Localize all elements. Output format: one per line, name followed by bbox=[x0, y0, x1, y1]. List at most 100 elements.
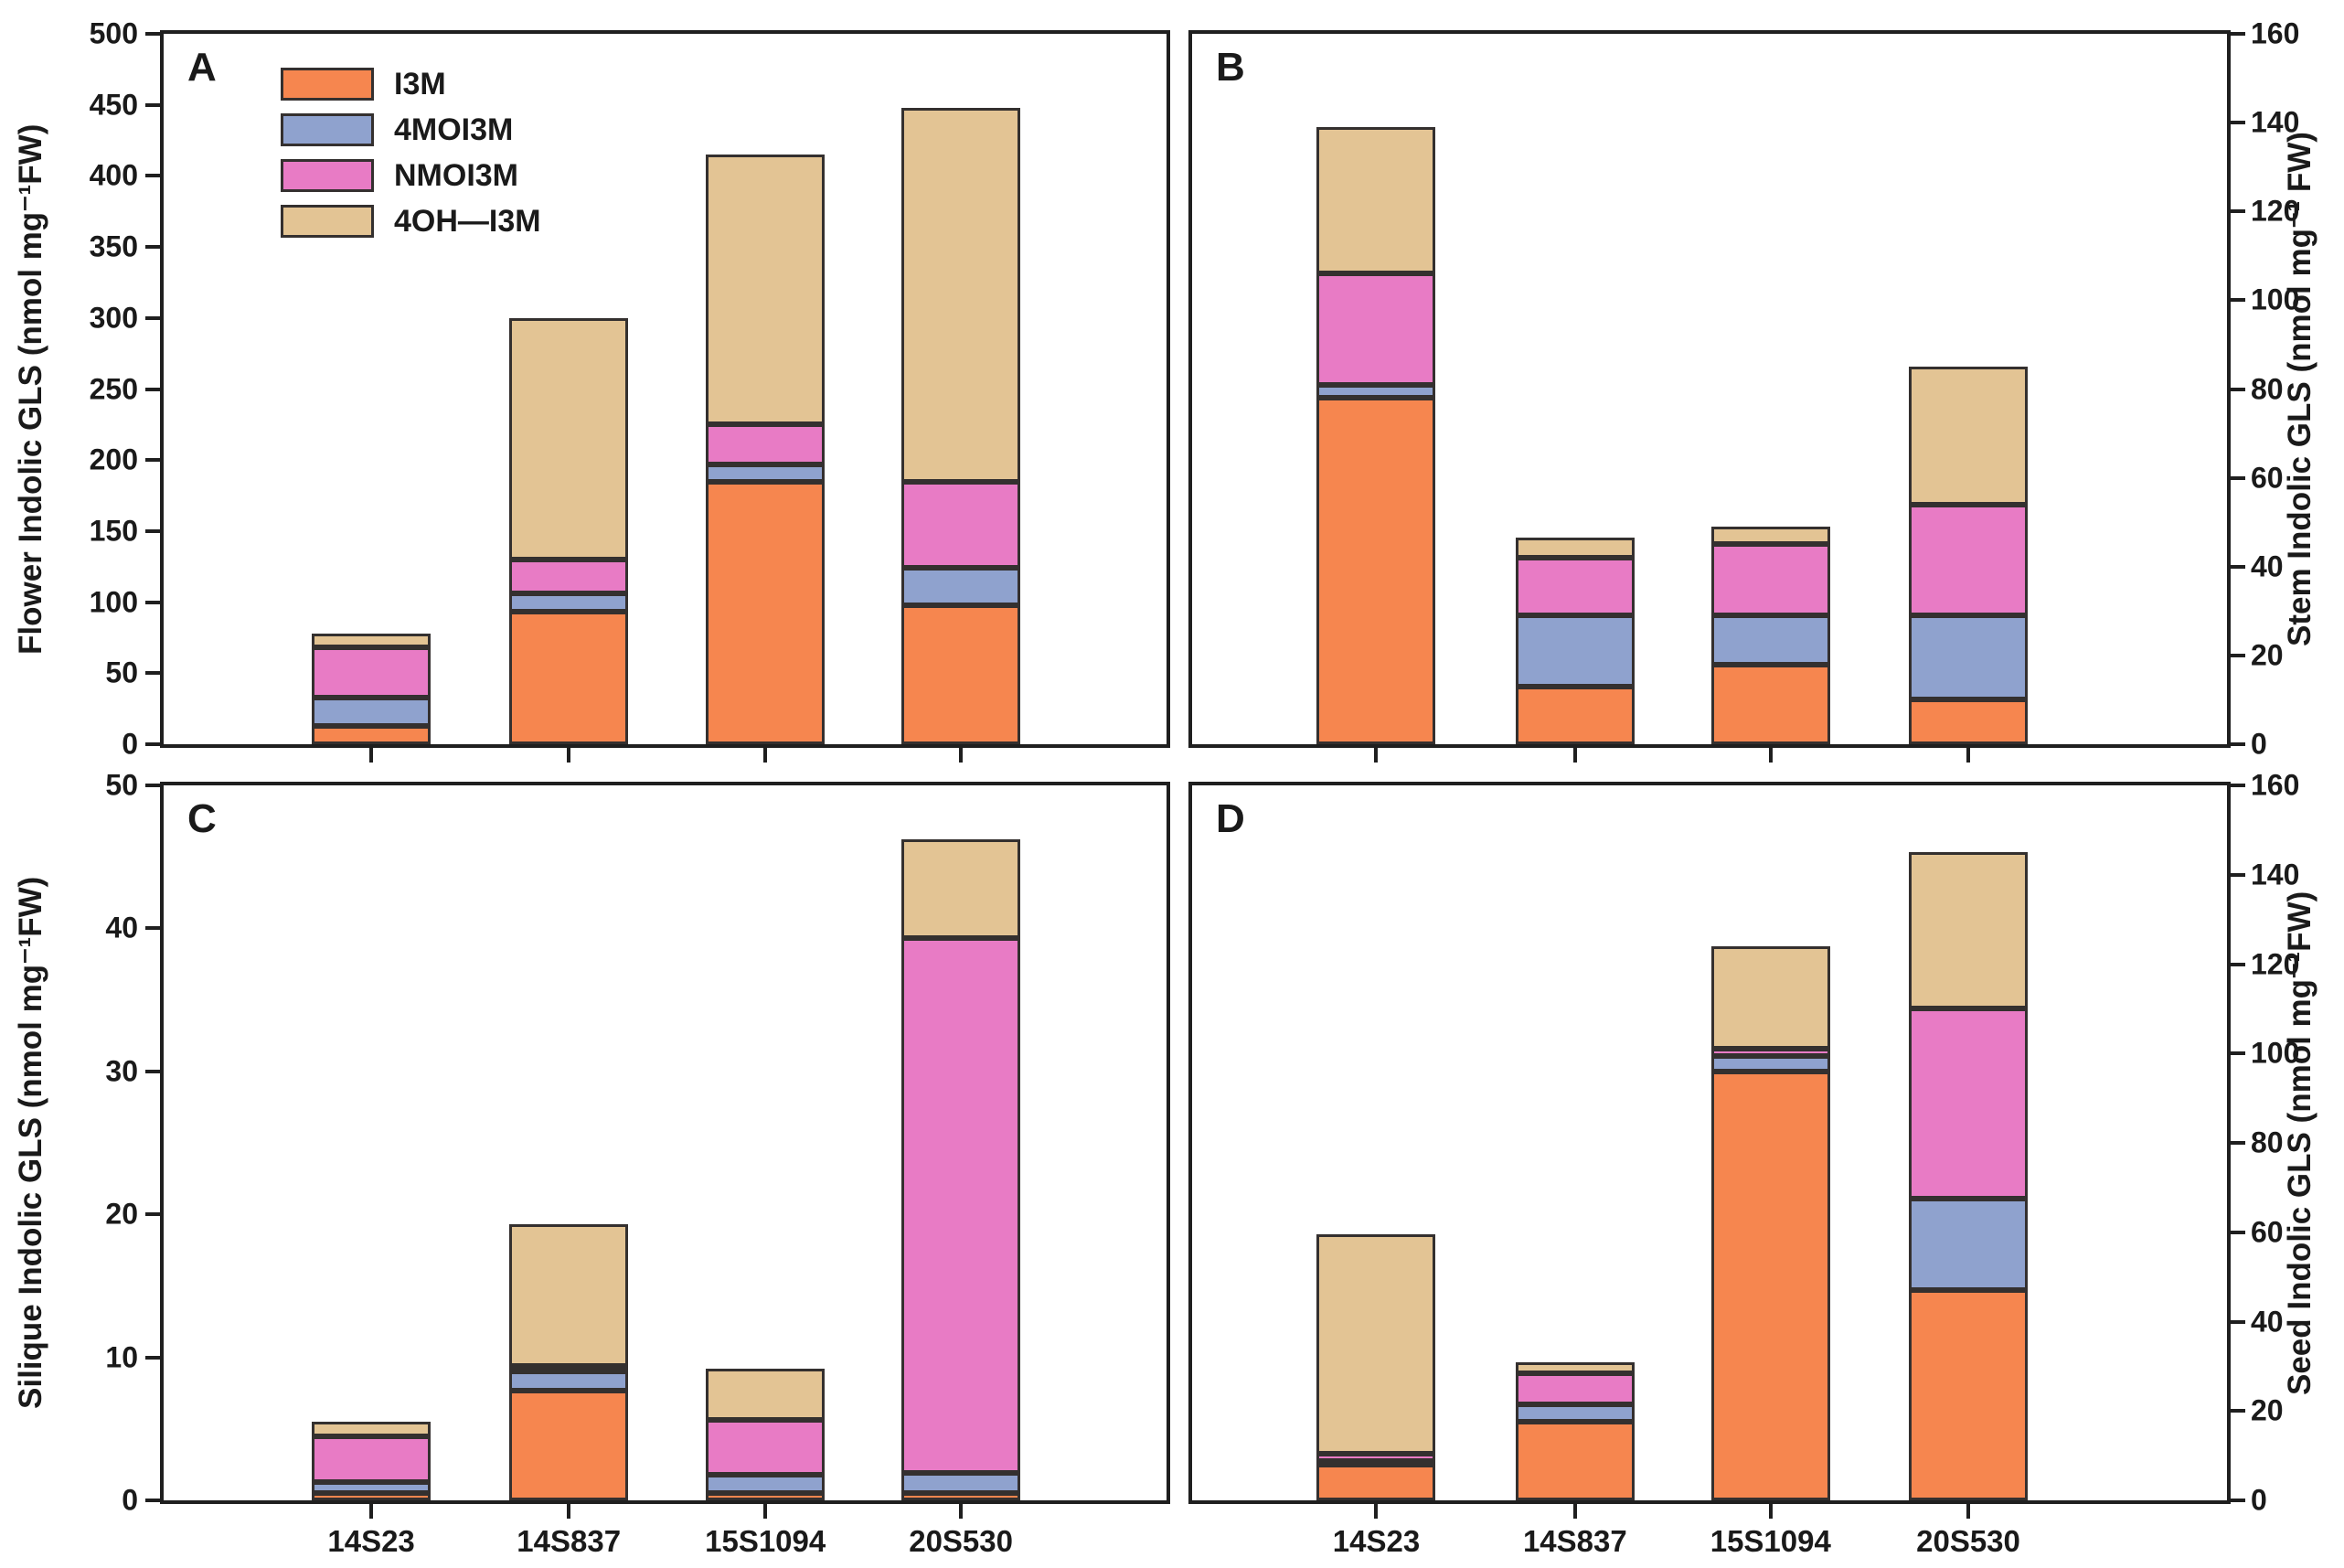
stacked-bar-15s1094 bbox=[706, 34, 826, 744]
bar-segment-4oh—i3m bbox=[1316, 127, 1436, 274]
bar-segment-nmoi3m bbox=[901, 481, 1021, 569]
plot-area-seed: D 0 20 40 60 80 100 120 140 160 14S23 14S837 15S109… bbox=[1188, 769, 2299, 1558]
y-tick-mark bbox=[145, 458, 160, 463]
x-tick-mark bbox=[567, 1504, 571, 1519]
y-tick-label: 80 bbox=[2251, 372, 2284, 405]
legend-item: I3M bbox=[281, 61, 541, 107]
x-tick-mark bbox=[959, 748, 964, 763]
bar-segment-4moi3m bbox=[509, 593, 629, 613]
bar-segment-nmoi3m bbox=[1710, 1049, 1830, 1056]
y-tick-label: 140 bbox=[2251, 858, 2300, 891]
y-tick-mark bbox=[2231, 872, 2245, 877]
y-tick-label: 500 bbox=[89, 16, 138, 50]
y-tick-label: 150 bbox=[89, 514, 138, 548]
stacked-bar-14s837 bbox=[1515, 785, 1635, 1500]
x-tick-mark bbox=[567, 748, 571, 763]
x-tick-mark bbox=[1768, 748, 1773, 763]
y-tick-mark bbox=[145, 1069, 160, 1073]
panel-stem: B 0 20 40 60 80 100 120 140 160 bbox=[1188, 17, 2299, 763]
stacked-bar-14s23 bbox=[1316, 34, 1436, 744]
bar-segment-nmoi3m bbox=[706, 1420, 826, 1475]
bar-segment-nmoi3m bbox=[1909, 1008, 2028, 1200]
y-tick-mark bbox=[145, 742, 160, 746]
x-tick-label: 14S23 bbox=[327, 1524, 415, 1558]
y-tick-label: 30 bbox=[105, 1054, 138, 1088]
bar-segment-i3m bbox=[706, 1493, 826, 1500]
bar-segment-4oh—i3m bbox=[706, 155, 826, 425]
legend-swatch-nmoi3m bbox=[281, 159, 374, 192]
y-tick-mark bbox=[2231, 475, 2245, 480]
bar-segment-4moi3m bbox=[1710, 1055, 1830, 1072]
panel-letter-c: C bbox=[187, 796, 217, 841]
bar-segment-nmoi3m bbox=[1316, 1453, 1436, 1462]
plot-area-silique: C 0 10 20 30 40 50 14S23 14S837 15S1094 20S530 bbox=[105, 769, 1170, 1558]
x-tick-label: 14S837 bbox=[517, 1524, 622, 1558]
stacked-bar-14s23 bbox=[312, 785, 432, 1500]
y-tick-mark bbox=[145, 245, 160, 250]
panel-silique: C 0 10 20 30 40 50 14S23 14S837 15S1094 20S530 bbox=[105, 769, 1170, 1558]
y-tick-mark bbox=[2231, 1051, 2245, 1056]
bar-segment-4moi3m bbox=[1316, 384, 1436, 399]
y-tick-mark bbox=[2231, 1141, 2245, 1145]
x-tick-mark bbox=[1374, 748, 1379, 763]
y-tick-mark bbox=[145, 174, 160, 178]
y-tick-label: 120 bbox=[2251, 947, 2300, 980]
bar-segment-i3m bbox=[312, 725, 432, 744]
plot-area-flower: A 0 50 100 150 200 250 300 350 400 450 500 I3M 4MOI3… bbox=[90, 17, 1170, 763]
y-tick-mark bbox=[2231, 1409, 2245, 1413]
x-tick-mark bbox=[763, 1504, 768, 1519]
stacked-bar-20s530 bbox=[901, 34, 1021, 744]
x-tick-mark bbox=[369, 748, 374, 763]
y-tick-label: 50 bbox=[105, 656, 138, 689]
y-tick-mark bbox=[2231, 742, 2245, 746]
legend-label: NMOI3M bbox=[394, 157, 518, 193]
bar-segment-i3m bbox=[1515, 686, 1635, 744]
bar-segment-4oh—i3m bbox=[1909, 852, 2028, 1009]
y-tick-mark bbox=[2231, 1499, 2245, 1502]
y-tick-label: 100 bbox=[2251, 1036, 2300, 1070]
bar-segment-4moi3m bbox=[1710, 615, 1830, 665]
bar-segment-i3m bbox=[1515, 1422, 1635, 1500]
bar-segment-4oh—i3m bbox=[1909, 367, 2028, 505]
y-tick-label: 160 bbox=[2251, 768, 2300, 802]
y-tick-label: 40 bbox=[105, 911, 138, 944]
x-tick-mark bbox=[1374, 1504, 1379, 1519]
bar-segment-4oh—i3m bbox=[1710, 527, 1830, 545]
y-tick-mark bbox=[145, 32, 160, 36]
bar-segment-4oh—i3m bbox=[1316, 1234, 1436, 1454]
stacked-bar-20s530 bbox=[901, 785, 1021, 1500]
bar-segment-4moi3m bbox=[1909, 1199, 2028, 1291]
bar-segment-4moi3m bbox=[901, 568, 1021, 605]
plot-area-stem: B 0 20 40 60 80 100 120 140 160 bbox=[1188, 17, 2299, 763]
y-tick-label: 120 bbox=[2251, 194, 2300, 228]
bar-segment-nmoi3m bbox=[509, 1366, 629, 1372]
y-tick-mark bbox=[2231, 653, 2245, 657]
legend-item: NMOI3M bbox=[281, 153, 541, 198]
x-tick-label: 14S23 bbox=[1332, 1524, 1421, 1558]
y-tick-label: 0 bbox=[2251, 727, 2267, 761]
bar-segment-4moi3m bbox=[901, 1473, 1021, 1494]
y-axis-title-stem: Stem Indolic GLS (nmol mg⁻¹ FW) bbox=[2282, 132, 2317, 646]
y-tick-mark bbox=[2231, 32, 2245, 36]
x-tick-label: 20S530 bbox=[909, 1524, 1013, 1558]
bar-segment-i3m bbox=[1316, 398, 1436, 744]
bar-segment-4moi3m bbox=[312, 1481, 432, 1494]
panel-seed: D 0 20 40 60 80 100 120 140 160 14S23 14S837 15S109… bbox=[1188, 769, 2299, 1558]
stacked-bar-14s837 bbox=[509, 785, 629, 1500]
y-tick-label: 10 bbox=[105, 1340, 138, 1374]
y-tick-label: 50 bbox=[105, 768, 138, 802]
y-tick-label: 300 bbox=[89, 301, 138, 335]
stacked-bar-14s23 bbox=[312, 34, 432, 744]
bar-segment-nmoi3m bbox=[1710, 544, 1830, 616]
bar-segment-4moi3m bbox=[509, 1371, 629, 1391]
bar-segment-nmoi3m bbox=[1515, 1372, 1635, 1404]
bar-segment-4oh—i3m bbox=[312, 1422, 432, 1436]
y-tick-mark bbox=[2231, 1319, 2245, 1324]
y-tick-label: 60 bbox=[2251, 1215, 2284, 1249]
legend: I3M 4MOI3M NMOI3M 4OH—I3M bbox=[281, 61, 541, 244]
y-tick-mark bbox=[145, 528, 160, 533]
bar-segment-nmoi3m bbox=[1515, 558, 1635, 616]
bar-segment-4moi3m bbox=[706, 1474, 826, 1494]
bar-segment-4oh—i3m bbox=[509, 1224, 629, 1366]
y-tick-mark bbox=[145, 315, 160, 320]
